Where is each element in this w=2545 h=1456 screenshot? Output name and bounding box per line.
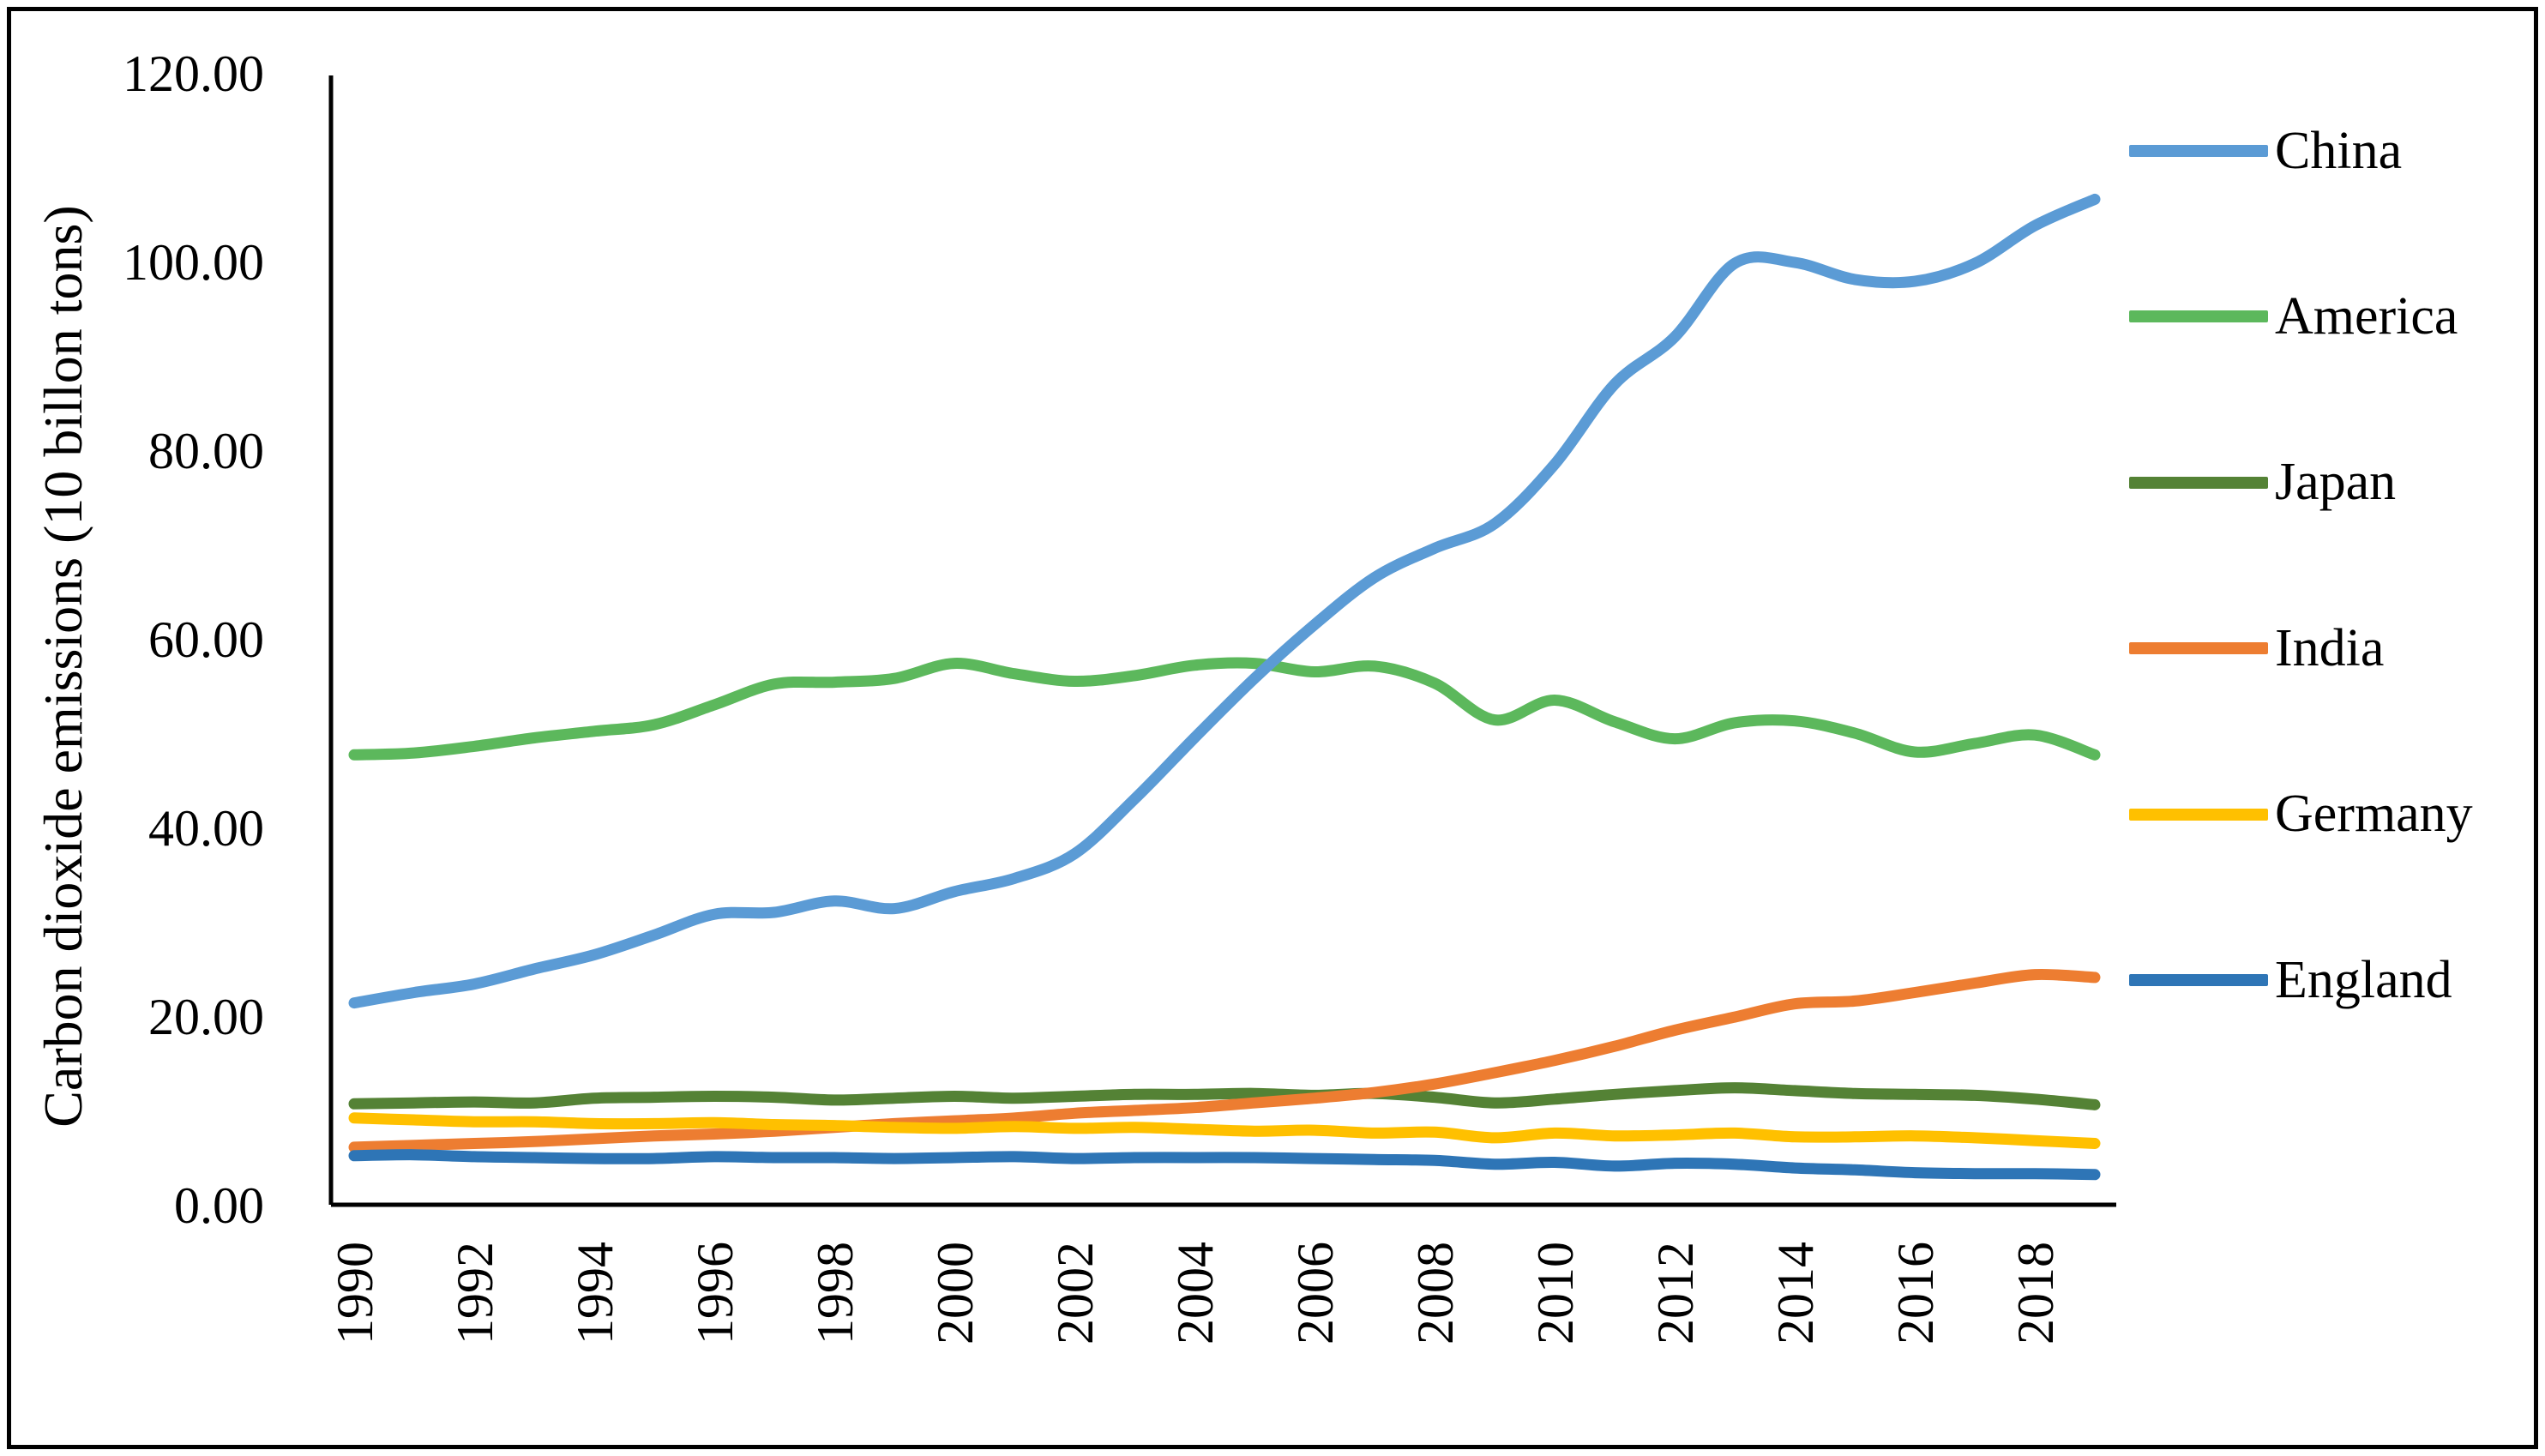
legend-item-india: India: [2129, 618, 2384, 678]
x-tick-label: 2018: [2007, 1242, 2064, 1345]
legend-series-label: Germany: [2275, 785, 2473, 844]
y-tick-label: 100.00: [123, 234, 264, 291]
x-tick-label: 1998: [807, 1242, 863, 1345]
series-line-china: [348, 193, 2101, 1009]
x-tick-label: 2010: [1527, 1242, 1584, 1345]
x-tick-label: 2004: [1167, 1242, 1224, 1345]
legend-item-japan: Japan: [2129, 453, 2396, 513]
legend-color-swatch-america: [2129, 310, 2268, 323]
legend-color-swatch-india: [2129, 642, 2268, 655]
y-tick-label: 20.00: [148, 989, 264, 1045]
x-tick-label: 2014: [1767, 1242, 1824, 1345]
chart-outer-border: [7, 7, 2538, 1449]
legend-series-label: England: [2275, 950, 2452, 1009]
legend-series-label: China: [2275, 121, 2403, 180]
x-tick-label: 2000: [927, 1242, 984, 1345]
y-tick-label: 80.00: [148, 423, 264, 479]
series-line-india: [348, 968, 2101, 1153]
x-tick-label: 2016: [1887, 1242, 1944, 1345]
x-tick-label: 2002: [1047, 1242, 1104, 1345]
legend-series-label: Japan: [2275, 453, 2397, 512]
y-tick-label: 120.00: [123, 45, 264, 102]
legend-series-label: America: [2275, 286, 2458, 346]
legend-color-swatch-japan: [2129, 476, 2268, 489]
chart-legend: China America Japan India Germany Englan…: [2129, 0, 2541, 1456]
x-tick-label: 1990: [327, 1242, 383, 1345]
series-line-germany: [348, 1112, 2101, 1149]
legend-item-america: America: [2129, 286, 2458, 346]
x-tick-label: 1996: [687, 1242, 743, 1345]
legend-item-germany: Germany: [2129, 785, 2473, 845]
y-tick-label: 40.00: [148, 800, 264, 857]
legend-color-swatch-england: [2129, 974, 2268, 986]
y-tick-label: 0.00: [174, 1177, 264, 1234]
series-line-america: [348, 657, 2101, 761]
series-line-japan: [348, 1082, 2101, 1110]
legend-color-swatch-germany: [2129, 808, 2268, 821]
legend-color-swatch-china: [2129, 145, 2268, 157]
x-tick-label: 2006: [1287, 1242, 1344, 1345]
x-tick-label: 2008: [1407, 1242, 1464, 1345]
x-tick-label: 1994: [567, 1242, 623, 1345]
x-tick-label: 2012: [1647, 1242, 1704, 1345]
legend-series-label: India: [2275, 618, 2385, 677]
y-tick-label: 60.00: [148, 611, 264, 668]
x-tick-label: 1992: [447, 1242, 503, 1345]
legend-item-england: England: [2129, 950, 2452, 1010]
series-line-england: [348, 1149, 2101, 1181]
legend-item-china: China: [2129, 121, 2402, 181]
y-axis-title: Carbon dioxide emissions (10 billon tons…: [33, 205, 93, 1128]
